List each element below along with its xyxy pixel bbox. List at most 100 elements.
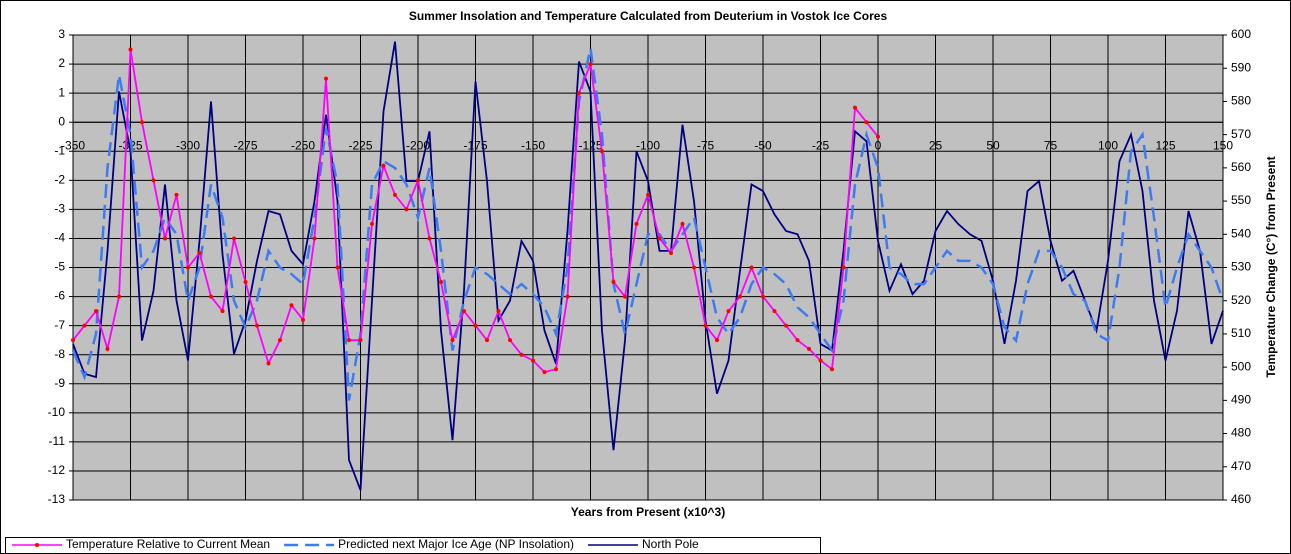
x-tick-label: -275 (233, 138, 257, 152)
data-point (324, 76, 328, 81)
data-point (358, 338, 363, 343)
data-point (197, 250, 202, 255)
series-line (71, 48, 1225, 401)
y2-tick-label: 470 (1231, 459, 1251, 473)
x-tick-label: -300 (176, 138, 200, 152)
data-point (301, 317, 305, 322)
data-point (807, 346, 811, 351)
data-point (692, 265, 696, 270)
series-line (72, 41, 1224, 491)
data-point (761, 294, 765, 299)
y2-tick-label: 590 (1231, 60, 1251, 74)
data-point (715, 338, 719, 343)
y-tick-label: -2 (54, 172, 65, 186)
data-point (255, 323, 259, 328)
y-tick-label: -4 (54, 231, 65, 245)
x-tick-label: -75 (697, 138, 715, 152)
x-tick-label: -225 (348, 138, 372, 152)
data-point (94, 309, 98, 314)
y2-tick-label: 550 (1231, 193, 1251, 207)
data-point (266, 361, 271, 366)
data-point (657, 236, 662, 241)
y2-tick-label: 570 (1231, 127, 1251, 141)
data-point (462, 309, 466, 314)
data-point (853, 105, 857, 110)
x-axis-title: Years from Present (x10^3) (571, 505, 725, 519)
y-tick-label: -9 (54, 376, 65, 390)
y2-axis-title: Temperature Change (C°) from Present (1264, 156, 1278, 377)
y2-tick-label: 580 (1231, 94, 1251, 108)
data-point (278, 338, 282, 343)
y2-tick-label: 540 (1231, 226, 1251, 240)
y-tick-label: -8 (54, 347, 65, 361)
legend-label: Predicted next Major Ice Age (NP Insolat… (338, 537, 574, 551)
data-point (151, 178, 156, 183)
data-point (600, 149, 604, 154)
data-point (174, 192, 179, 197)
data-point (370, 221, 374, 226)
data-point (220, 309, 225, 314)
data-point (749, 265, 754, 270)
data-point (450, 338, 455, 343)
data-point (634, 221, 639, 226)
data-point (841, 265, 846, 270)
y2-tick-label: 510 (1231, 326, 1251, 340)
x-tick-label: -25 (812, 138, 830, 152)
data-point (703, 323, 708, 328)
data-point (105, 346, 110, 351)
y2-tick-label: 500 (1231, 359, 1251, 373)
x-tick-label: -250 (291, 138, 315, 152)
data-point (186, 265, 190, 270)
data-point (588, 62, 593, 67)
data-point (404, 207, 409, 212)
y-tick-label: -10 (48, 405, 66, 419)
x-tick-label: 0 (875, 138, 882, 152)
legend-label: Temperature Relative to Current Mean (66, 537, 270, 551)
x-tick-label: -100 (636, 138, 660, 152)
x-tick-label: 100 (1098, 138, 1118, 152)
chart-title: Summer Insolation and Temperature Calcul… (409, 9, 888, 23)
data-point (347, 338, 351, 343)
legend-label: North Pole (642, 537, 699, 551)
data-point (830, 367, 834, 372)
y2-tick-label: 480 (1231, 426, 1251, 440)
data-point (554, 367, 558, 372)
x-tick-label: 50 (986, 138, 1000, 152)
data-point (876, 134, 880, 139)
data-point (864, 120, 869, 125)
data-point (117, 294, 121, 299)
data-point (577, 91, 581, 96)
data-point (542, 370, 547, 375)
data-point (496, 309, 501, 314)
y-tick-label: -5 (54, 260, 65, 274)
y-tick-label: -6 (54, 289, 65, 303)
y-tick-label: 1 (58, 85, 65, 99)
data-point (485, 338, 489, 343)
x-tick-label: -125 (578, 138, 602, 152)
y-tick-label: 0 (58, 114, 65, 128)
y-tick-label: -7 (54, 318, 65, 332)
x-tick-label: 150 (1213, 138, 1233, 152)
y2-tick-label: 460 (1231, 492, 1251, 506)
x-tick-label: -50 (754, 138, 772, 152)
y-tick-label: -1 (54, 143, 65, 157)
data-point (508, 338, 512, 343)
data-point (140, 120, 144, 125)
data-point (71, 338, 75, 343)
y2-tick-label: 530 (1231, 260, 1251, 274)
data-point (669, 250, 673, 255)
data-point (163, 236, 167, 241)
data-point (611, 280, 616, 285)
y2-tick-label: 520 (1231, 293, 1251, 307)
data-point (784, 323, 788, 328)
x-tick-label: 125 (1155, 138, 1175, 152)
x-tick-label: 25 (929, 138, 943, 152)
data-point (232, 236, 236, 241)
y-tick-label: -11 (49, 434, 66, 448)
data-point (82, 323, 87, 328)
y2-tick-label: 490 (1231, 393, 1251, 407)
data-point (738, 294, 742, 299)
data-point (818, 358, 823, 363)
data-point (243, 280, 248, 285)
